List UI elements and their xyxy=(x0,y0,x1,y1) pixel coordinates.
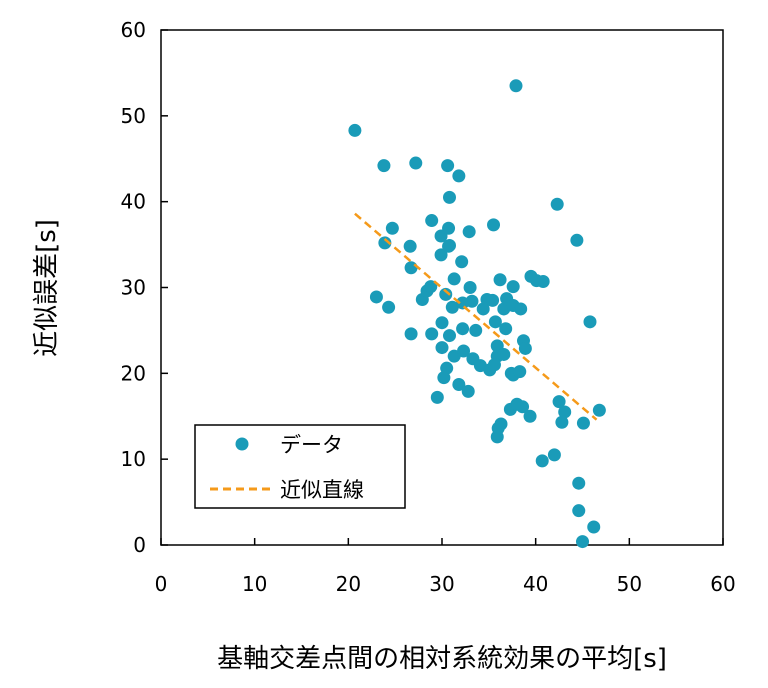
data-point xyxy=(452,169,466,183)
data-point xyxy=(497,347,511,361)
x-tick-label: 20 xyxy=(336,572,361,596)
data-point xyxy=(514,302,528,316)
x-tick-label: 30 xyxy=(429,572,454,596)
data-point xyxy=(404,261,418,275)
data-point xyxy=(469,323,483,337)
data-point xyxy=(445,300,459,314)
data-point xyxy=(536,274,550,288)
data-point xyxy=(441,159,455,173)
trend-line xyxy=(354,212,598,421)
data-point xyxy=(572,504,586,518)
x-tick-label: 10 xyxy=(242,572,267,596)
data-point xyxy=(382,300,396,314)
data-point xyxy=(518,341,532,355)
data-point xyxy=(424,280,438,294)
legend-label-data: データ xyxy=(280,433,343,457)
data-point xyxy=(440,361,454,375)
data-point xyxy=(455,255,469,269)
data-point xyxy=(493,273,507,287)
y-axis-title: 近似誤差[s] xyxy=(32,219,62,357)
data-point xyxy=(456,322,470,336)
data-point xyxy=(425,214,439,228)
data-point xyxy=(385,221,399,235)
data-point xyxy=(434,248,448,262)
y-axis: 0 10 20 30 40 50 60 xyxy=(121,18,168,557)
data-point xyxy=(488,315,502,329)
data-point xyxy=(592,403,606,417)
data-point xyxy=(442,190,456,204)
data-point xyxy=(547,448,561,462)
data-point xyxy=(572,476,586,490)
data-point xyxy=(435,316,449,330)
x-tick-label: 60 xyxy=(710,572,735,596)
data-point xyxy=(463,281,477,294)
data-point xyxy=(442,329,456,343)
data-point xyxy=(513,365,527,379)
y-tick-label: 30 xyxy=(121,276,146,300)
x-axis: 0 10 20 30 40 50 60 xyxy=(155,538,736,596)
data-point xyxy=(348,123,362,137)
data-point xyxy=(404,327,418,341)
x-tick-label: 50 xyxy=(617,572,642,596)
data-point xyxy=(587,520,601,534)
data-point xyxy=(499,322,513,336)
data-point xyxy=(486,293,500,307)
data-point xyxy=(442,238,456,252)
data-point xyxy=(457,344,471,358)
data-point xyxy=(576,535,589,549)
y-tick-label: 20 xyxy=(121,361,146,385)
data-point xyxy=(465,294,479,308)
data-point xyxy=(509,79,523,93)
y-tick-label: 10 xyxy=(121,447,146,471)
y-tick-label: 60 xyxy=(121,18,146,42)
data-point xyxy=(552,395,566,409)
legend-label-fit: 近似直線 xyxy=(280,478,364,502)
data-point xyxy=(435,341,449,355)
trend-line-path xyxy=(354,212,598,421)
data-point xyxy=(535,454,549,468)
data-point xyxy=(425,327,439,341)
data-point xyxy=(409,156,423,170)
data-point xyxy=(452,377,466,391)
x-tick-label: 0 xyxy=(155,572,168,596)
y-tick-label: 50 xyxy=(121,104,146,128)
data-point xyxy=(576,416,590,430)
data-point xyxy=(430,390,444,404)
data-point xyxy=(494,417,508,431)
y-tick-label: 40 xyxy=(121,190,146,214)
data-point xyxy=(583,315,597,329)
data-point xyxy=(570,233,584,247)
legend-marker-data xyxy=(235,437,249,451)
data-point xyxy=(487,358,501,372)
data-point xyxy=(378,236,392,250)
data-point xyxy=(555,415,569,429)
data-points xyxy=(348,79,606,549)
data-point xyxy=(487,218,501,232)
legend: データ 近似直線 xyxy=(194,424,406,509)
data-point xyxy=(447,272,461,286)
data-point xyxy=(369,290,383,304)
data-point xyxy=(462,225,476,239)
data-point xyxy=(506,280,520,294)
data-point xyxy=(403,239,417,253)
data-point xyxy=(377,159,391,173)
data-point xyxy=(550,197,564,211)
legend-box xyxy=(194,424,406,509)
x-tick-label: 40 xyxy=(523,572,548,596)
data-point xyxy=(461,384,475,398)
y-tick-label: 0 xyxy=(133,533,146,557)
data-point xyxy=(558,405,572,419)
data-point xyxy=(523,409,537,423)
x-axis-title: 基軸交差点間の相対系統効果の平均[s] xyxy=(217,644,667,674)
data-point xyxy=(516,400,530,414)
data-point xyxy=(442,221,456,235)
data-point xyxy=(439,287,453,301)
